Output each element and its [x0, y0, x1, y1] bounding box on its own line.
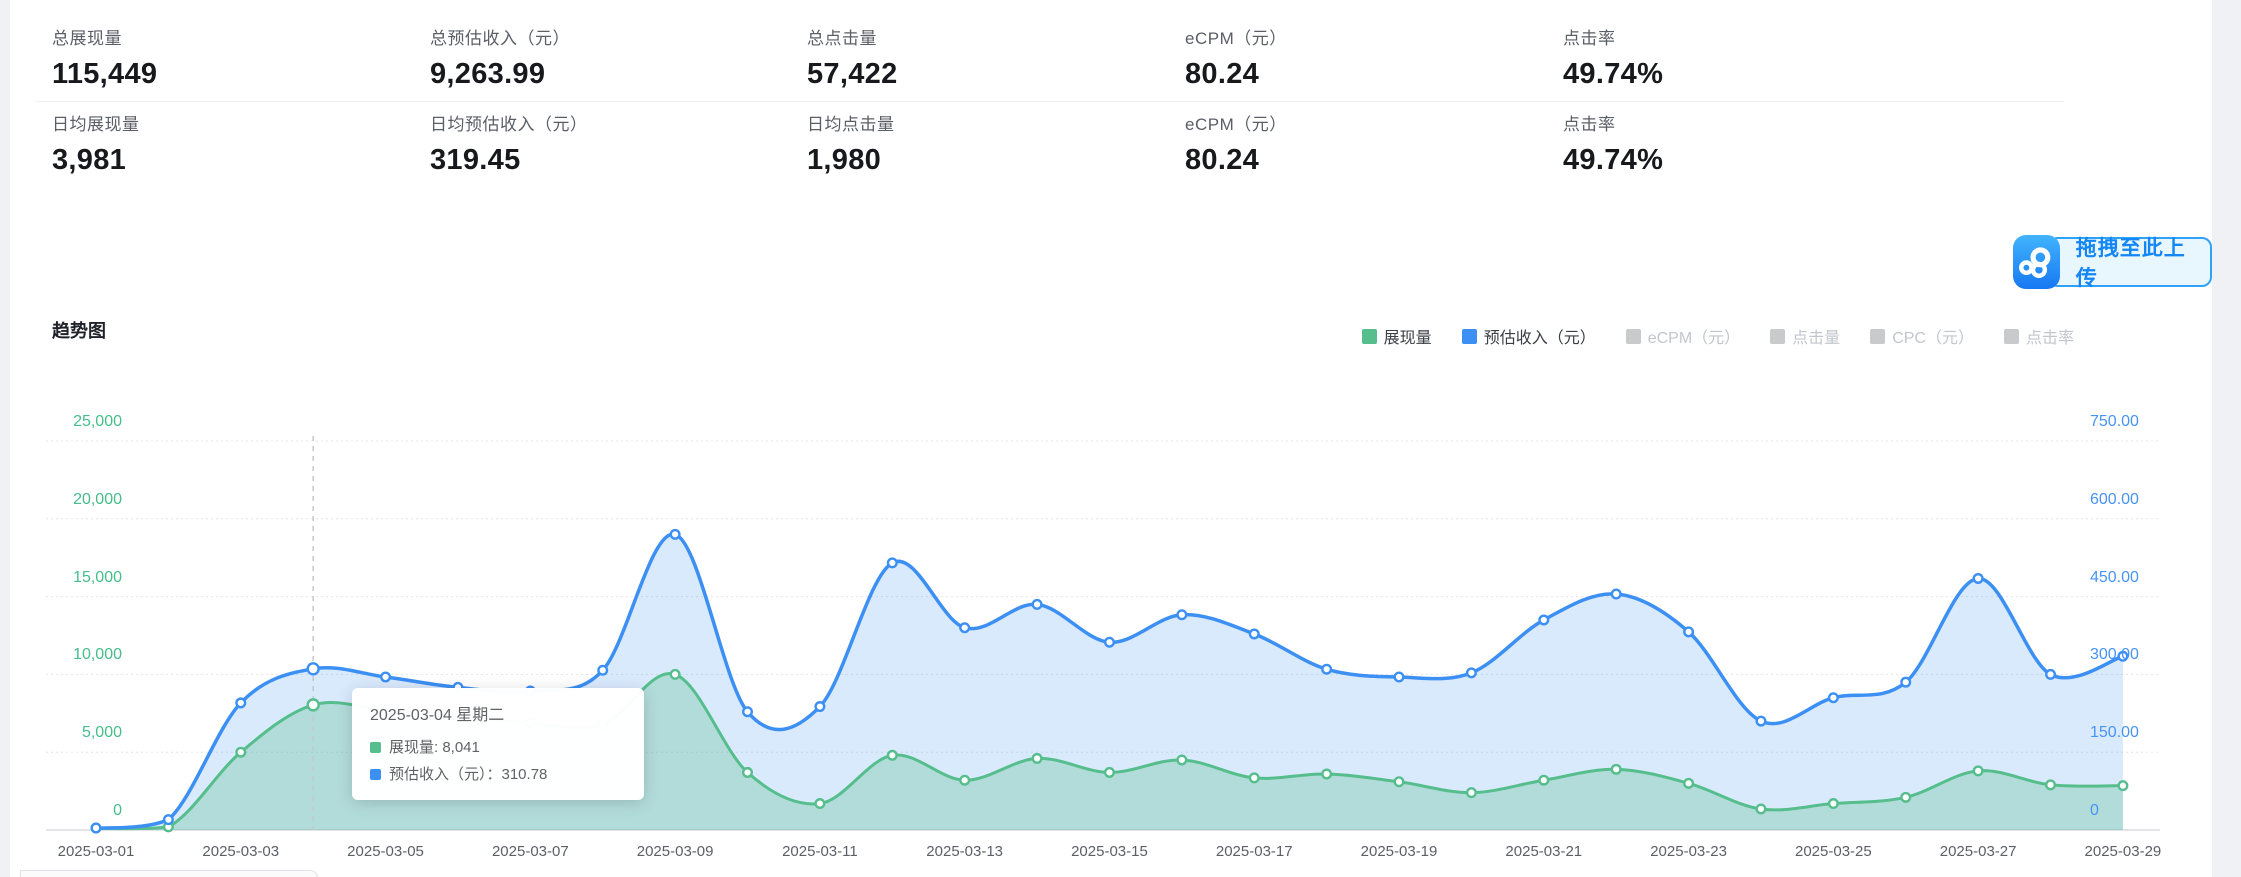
x-axis-tick: 2025-03-29: [2084, 843, 2162, 860]
baidu-netdisk-tile[interactable]: [2013, 235, 2060, 289]
stats-divider: [36, 101, 2064, 102]
right-gutter: [2212, 0, 2241, 877]
stat-label: 点击率: [1563, 115, 1616, 134]
y-axis-left-tick: 5,000: [81, 724, 122, 742]
legend-item-cpc[interactable]: CPC（元）: [1870, 324, 1974, 348]
legend-chip: [1870, 328, 1886, 344]
stat-label: 日均展现量: [52, 115, 140, 134]
x-axis-tick: 2025-03-11: [782, 843, 858, 860]
legend-chip: [1770, 328, 1786, 344]
x-axis-tick: 2025-03-27: [1939, 843, 2017, 860]
y-axis-left-tick: 0: [113, 802, 122, 819]
stat-total-clicks: 总点击量 57,422: [807, 24, 1167, 91]
stat-ecpm: eCPM（元） 80.24: [1185, 24, 1545, 91]
tooltip-row-revenue: 预估收入（元）：310.78: [370, 761, 626, 788]
x-axis-tick: 2025-03-21: [1505, 843, 1583, 860]
stat-value: 9,263.99: [430, 58, 546, 90]
stat-value: 319.45: [430, 144, 521, 176]
y-axis-right-tick: 450.00: [2090, 568, 2139, 586]
legend-label: 点击率: [2025, 330, 2074, 347]
tooltip-text: 预估收入（元）：310.78: [389, 766, 548, 783]
legend-chip: [1461, 328, 1477, 344]
x-axis-tick: 2025-03-01: [57, 843, 135, 860]
legend-chip: [1625, 328, 1641, 344]
stat-value: 80.24: [1185, 144, 1260, 176]
y-axis-right-tick: 750.00: [2090, 413, 2139, 430]
stat-label: eCPM（元）: [1185, 29, 1287, 48]
x-axis-tick: 2025-03-09: [636, 843, 714, 860]
upload-dropzone[interactable]: 拖拽至此上传: [2013, 235, 2212, 290]
y-axis-left-tick: 10,000: [73, 646, 122, 664]
stat-daily-impressions: 日均展现量 3,981: [52, 110, 412, 177]
x-axis-tick: 2025-03-15: [1071, 843, 1148, 860]
stat-label: 总展现量: [52, 29, 122, 48]
y-axis-left-tick: 15,000: [73, 568, 122, 586]
report-panel: 总展现量 115,449 总预估收入（元） 9,263.99 总点击量 57,4…: [10, 0, 2212, 877]
trend-chart-title: 趋势图: [52, 321, 106, 341]
legend-item-clicks[interactable]: 点击量: [1770, 324, 1840, 348]
y-axis-right-tick: 600.00: [2090, 490, 2139, 508]
tooltip-chip-green: [370, 742, 381, 753]
stat-label: 日均预估收入（元）: [430, 115, 588, 134]
legend-label: 展现量: [1383, 330, 1432, 347]
stat-value: 57,422: [807, 58, 898, 90]
stat-daily-ecpm: eCPM（元） 80.24: [1185, 110, 1545, 177]
below-fold-panel-edge: [20, 870, 318, 877]
legend-item-revenue[interactable]: 预估收入（元）: [1461, 324, 1596, 348]
stat-label: 点击率: [1563, 29, 1616, 48]
y-axis-right-tick: 150.00: [2090, 724, 2139, 742]
stat-value: 80.24: [1185, 58, 1260, 90]
chart-tooltip: 2025-03-04 星期二 展现量: 8,041 预估收入（元）：310.78: [352, 688, 644, 800]
left-gutter: [0, 0, 10, 877]
y-axis-right-tick: 0: [2090, 802, 2099, 819]
stat-ctr: 点击率 49.74%: [1563, 24, 1923, 91]
x-axis-tick: 2025-03-23: [1650, 843, 1727, 860]
stat-total-impressions: 总展现量 115,449: [52, 24, 412, 91]
stat-daily-ctr: 点击率 49.74%: [1563, 110, 1923, 177]
x-axis-tick: 2025-03-25: [1794, 843, 1872, 860]
y-axis-right-tick: 300.00: [2090, 646, 2139, 664]
stat-label: 总预估收入（元）: [430, 29, 570, 48]
upload-label[interactable]: 拖拽至此上传: [2047, 237, 2212, 290]
x-axis-tick: 2025-03-19: [1360, 843, 1438, 860]
legend-item-ecpm[interactable]: eCPM（元）: [1625, 324, 1741, 348]
stat-value: 49.74%: [1563, 144, 1664, 176]
trend-chart[interactable]: [40, 428, 2170, 877]
x-axis-tick: 2025-03-05: [347, 843, 424, 860]
chart-legend: 展现量 预估收入（元） eCPM（元） 点击量 CPC（元） 点击率: [1361, 324, 2074, 348]
legend-label: eCPM（元）: [1647, 330, 1741, 347]
stat-label: 日均点击量: [807, 115, 895, 134]
legend-label: CPC（元）: [1892, 330, 1974, 347]
tooltip-chip-blue: [370, 769, 381, 780]
x-axis-tick: 2025-03-13: [926, 843, 1004, 860]
stat-total-revenue: 总预估收入（元） 9,263.99: [430, 24, 790, 91]
legend-label: 点击量: [1792, 330, 1841, 347]
stat-value: 1,980: [807, 144, 882, 176]
x-axis-tick: 2025-03-17: [1215, 843, 1293, 860]
tooltip-date: 2025-03-04 星期二: [370, 707, 505, 724]
x-axis-tick: 2025-03-07: [491, 843, 569, 860]
legend-chip: [1361, 328, 1377, 344]
trend-chart-svg[interactable]: [40, 428, 2170, 877]
stat-daily-clicks: 日均点击量 1,980: [807, 110, 1167, 177]
legend-item-ctr[interactable]: 点击率: [2003, 324, 2074, 348]
stat-value: 3,981: [52, 144, 127, 176]
y-axis-left-tick: 25,000: [73, 413, 122, 430]
stat-daily-revenue: 日均预估收入（元） 319.45: [430, 110, 790, 177]
tooltip-text: 展现量: 8,041: [389, 739, 480, 756]
legend-item-impressions[interactable]: 展现量: [1361, 324, 1432, 348]
baidu-netdisk-cloud-icon: [2019, 246, 2051, 278]
stat-value: 49.74%: [1563, 58, 1664, 90]
stat-label: 总点击量: [807, 29, 877, 48]
legend-chip: [2003, 328, 2019, 344]
y-axis-left-tick: 20,000: [73, 490, 122, 508]
stat-value: 115,449: [52, 58, 158, 90]
stat-label: eCPM（元）: [1185, 115, 1287, 134]
legend-label: 预估收入（元）: [1483, 330, 1596, 347]
tooltip-row-impressions: 展现量: 8,041: [370, 734, 626, 761]
x-axis-tick: 2025-03-03: [202, 843, 280, 860]
